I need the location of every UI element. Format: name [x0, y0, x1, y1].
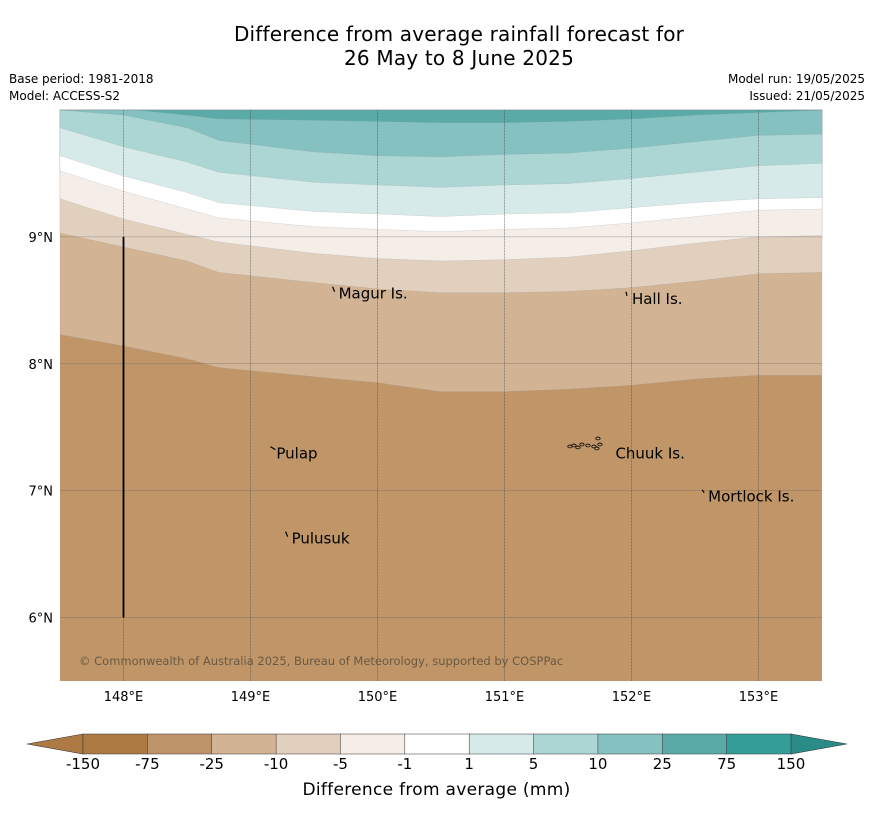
map-title: Difference from average rainfall forecas… — [0, 22, 873, 70]
island-outline — [591, 444, 597, 449]
title-line-2: 26 May to 8 June 2025 — [343, 46, 575, 70]
lon-tick-label: 148°E — [104, 690, 144, 705]
lat-tick-label: 7°N — [29, 485, 54, 500]
lon-tick-label: 152°E — [612, 690, 652, 705]
lat-tick-label: 8°N — [29, 358, 54, 373]
colorbar-swatch — [211, 733, 277, 755]
colorbar — [26, 733, 848, 755]
colorbar-swatch — [533, 733, 599, 755]
coastlines — [270, 286, 705, 537]
lon-tick-label: 149°E — [231, 690, 271, 705]
rainfall-contours — [59, 109, 823, 681]
lat-tick-label: 6°N — [29, 612, 54, 627]
island-outline — [270, 446, 276, 451]
island-outline — [332, 286, 336, 292]
colorbar-label: 5 — [528, 755, 539, 773]
colorbar-label: -75 — [135, 755, 160, 773]
place-label: Hall Is. — [632, 290, 683, 308]
lon-tick-label: 150°E — [358, 690, 398, 705]
colorbar-label: 1 — [464, 755, 474, 773]
colorbar-extend-low — [26, 733, 84, 755]
place-labels: Magur Is. Hall Is. Pulap Chuuk Is. Mortlock … — [276, 285, 794, 548]
meta-right: Model run: 19/05/2025 Issued: 21/05/2025 — [728, 71, 865, 105]
island-outline — [625, 291, 628, 296]
axis-ticks: 9°N 8°N 7°N 6°N 148°E 149°E 150°E 151°E 152°E 153… — [29, 231, 779, 705]
colorbar-swatch — [82, 733, 148, 755]
lon-tick-label: 153°E — [739, 690, 779, 705]
colorbar-label: 25 — [652, 755, 672, 773]
island-outline — [594, 446, 600, 451]
colorbar-swatch — [147, 733, 213, 755]
island-outline — [575, 445, 581, 450]
island-outline — [597, 442, 603, 447]
copyright-notice: © Commonwealth of Australia 2025, Bureau… — [79, 654, 563, 668]
colorbar-swatch — [340, 733, 406, 755]
island-outline — [571, 443, 577, 448]
colorbar-label: -1 — [397, 755, 413, 773]
colorbar-label: -5 — [332, 755, 348, 773]
colorbar-swatch — [275, 733, 342, 755]
colorbar-label: -10 — [263, 755, 289, 773]
colorbar-swatch — [662, 733, 728, 755]
colorbar-swatch — [597, 733, 663, 755]
lon-tick-label: 151°E — [485, 690, 525, 705]
legend-title: Difference from average (mm) — [302, 780, 571, 800]
colorbar-label: -25 — [199, 755, 224, 773]
colorbar-label: 150 — [776, 755, 806, 773]
base-period: Base period: 1981-2018 — [9, 72, 154, 86]
colorbar-swatch — [726, 733, 792, 755]
colorbar-label: 10 — [588, 755, 608, 773]
place-label: Mortlock Is. — [708, 488, 794, 506]
island-outline — [595, 436, 601, 441]
title-line-1: Difference from average rainfall forecas… — [233, 22, 685, 46]
place-label: Pulusuk — [292, 530, 350, 548]
colorbar-swatch — [468, 733, 535, 755]
meta-left: Base period: 1981-2018 Model: ACCESS-S2 — [9, 71, 154, 105]
model-run: Model run: 19/05/2025 — [727, 72, 865, 86]
island-outline — [285, 531, 289, 537]
colorbar-label: -150 — [65, 755, 101, 773]
place-label: Chuuk Is. — [615, 445, 684, 463]
issued-date: Issued: 21/05/2025 — [749, 89, 865, 103]
model-name: Model: ACCESS-S2 — [9, 89, 121, 103]
place-label: Magur Is. — [339, 285, 408, 303]
island-outline — [585, 443, 591, 448]
lat-tick-label: 9°N — [29, 231, 54, 246]
island-outline — [701, 489, 705, 494]
colorbar-label: 75 — [717, 755, 737, 773]
colorbar-extend-high — [790, 733, 848, 755]
colorbar-swatch — [404, 733, 470, 755]
place-label: Pulap — [276, 445, 317, 463]
island-outline — [579, 442, 585, 447]
